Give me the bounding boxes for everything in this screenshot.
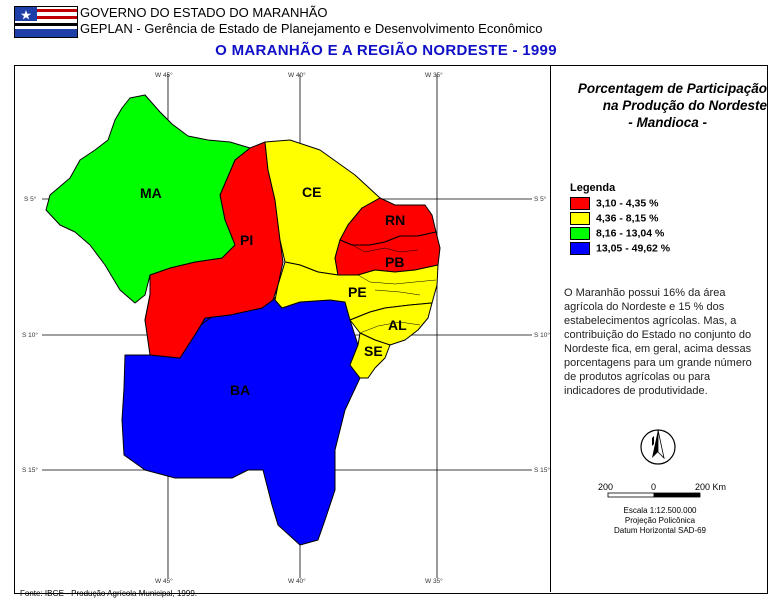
scale-label-left: 200 [598,482,614,492]
projection-text: Projeção Policônica [624,516,696,525]
grid-label-left-s10: S 10° [22,332,38,339]
grid-label-left-s15: S 15° [22,467,38,474]
label-ma: MA [140,185,162,201]
scale-text: Escala 1:12.500.000 [623,506,697,515]
grid-label-top-w40: W 40° [288,72,306,79]
grid-label-top-w35: W 35° [425,72,443,79]
flag-icon [15,7,77,37]
scale-label-right: 200 Km [695,482,727,492]
legend-swatch-red [570,197,590,210]
source-footer: Fonte: IBGE - Produção Agrícola Municipa… [20,589,197,598]
legend-item: 4,36 - 8,15 % [570,212,659,225]
legend-swatch-yellow [570,212,590,225]
label-ba: BA [230,382,250,398]
legend-item: 3,10 - 4,35 % [570,197,659,210]
map-subject-title: Porcentagem de Participação na Produção … [555,80,767,131]
label-rn: RN [385,212,405,228]
grid-label-left-s5: S 5° [24,196,37,203]
grid-label-bottom-w40: W 40° [288,578,306,585]
layout-frame [14,65,768,594]
grid-label-right-s10: S 10° [534,332,550,339]
state-se [349,332,391,379]
header-government: GOVERNO DO ESTADO DO MARANHÃO [80,5,328,20]
label-se: SE [364,343,383,359]
subject-line-3: - Mandioca - [628,115,707,130]
scale-label-zero: 0 [651,482,657,492]
header-geplan: GEPLAN - Gerência de Estado de Planejame… [80,21,543,36]
legend-swatch-green [570,227,590,240]
grid-label-right-s15: S 15° [534,467,550,474]
map-credits: Escala 1:12.500.000 Projeção Policônica … [560,506,760,536]
north-arrow-icon [640,429,676,465]
description-text: O Maranhão possui 16% da área agrícola d… [564,287,752,397]
label-pe: PE [348,284,367,300]
label-al: AL [388,317,407,333]
label-pb: PB [385,254,404,270]
page-title: O MARANHÃO E A REGIÃO NORDESTE - 1999 [215,42,557,59]
legend-label: 13,05 - 49,62 % [596,242,671,255]
datum-text: Datum Horizontal SAD-69 [613,526,707,535]
legend-label: 4,36 - 8,15 % [596,212,659,225]
grid-label-right-s5: S 5° [534,196,547,203]
legend-swatch-blue [570,242,590,255]
municipal-lines [351,244,437,334]
label-pi: PI [240,232,253,248]
state-ma [45,94,251,304]
grid-label-bottom-w45: W 45° [155,578,173,585]
legend-label: 3,10 - 4,35 % [596,197,659,210]
subject-line-2: na Produção do Nordeste [602,98,767,113]
subject-line-1: Porcentagem de Participação [577,81,767,96]
label-ce: CE [302,184,321,200]
legend-item: 8,16 - 13,04 % [570,227,665,240]
state-labels: MA PI CE RN PB PE AL SE BA [140,184,407,398]
map-panel [14,65,551,592]
scale-bar [607,492,701,498]
grid-label-bottom-w35: W 35° [425,578,443,585]
legend-label: 8,16 - 13,04 % [596,227,665,240]
legend-item: 13,05 - 49,62 % [570,242,671,255]
grid-label-top-w45: W 45° [155,72,173,79]
legend-title: Legenda [570,182,616,194]
state-flag-logo [14,6,78,38]
